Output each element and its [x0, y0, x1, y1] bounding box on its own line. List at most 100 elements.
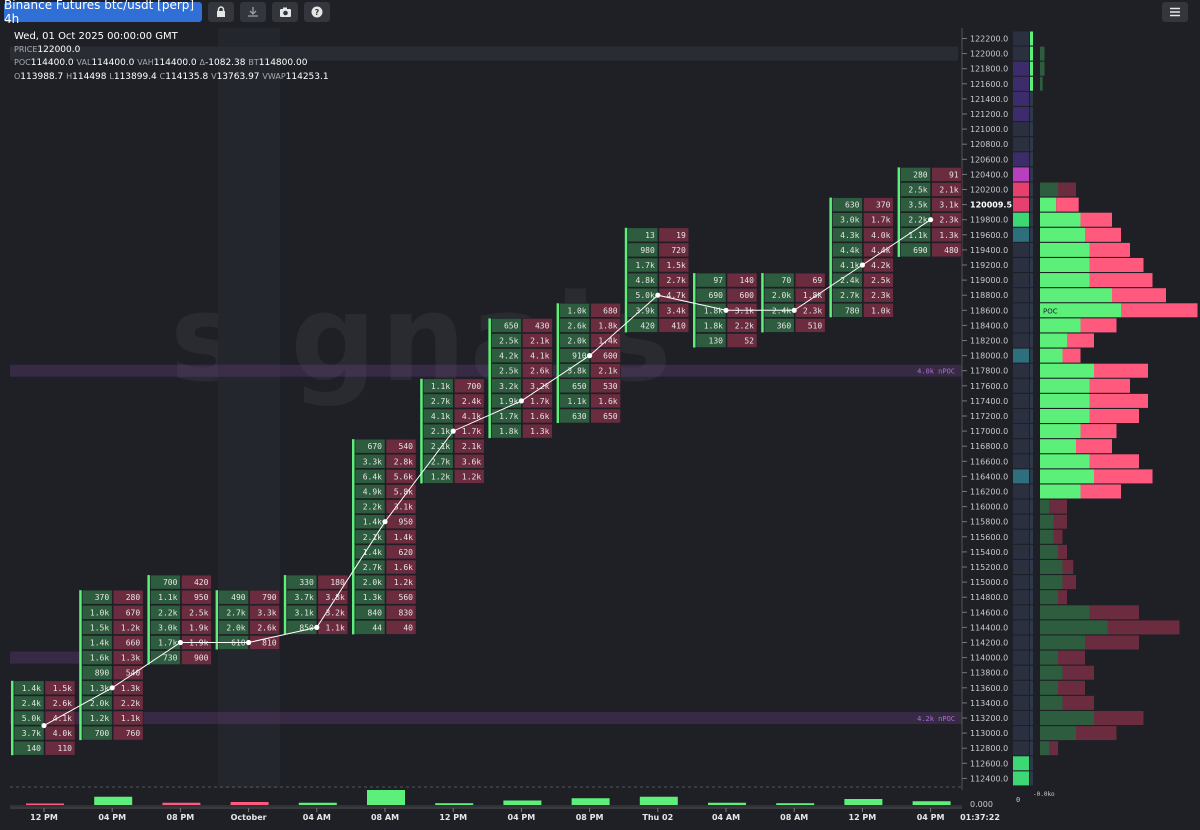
footprint-bid-value: 2.0k [90, 699, 109, 708]
footprint-bid-value: 1.7k [636, 261, 655, 270]
heat-edge-mark [1030, 635, 1033, 650]
footprint-ask-value: 2.3k [939, 216, 958, 225]
footprint-bid-cell [559, 393, 590, 409]
footprint-ask-value: 680 [603, 306, 618, 315]
price-tick-label: 114600.0 [970, 608, 1008, 617]
footprint-bid-value: 3.0k [158, 623, 177, 632]
footprint-bid-cell [900, 167, 931, 182]
clock-label: 01:37:22 [960, 813, 1000, 822]
footprint-bid-cell [13, 725, 45, 741]
footprint-ask-value: 1.2k [121, 623, 140, 632]
footprint-ask-value: 700 [467, 382, 482, 391]
footprint-bid-cell [81, 725, 113, 741]
profile-sell-bar [1053, 514, 1067, 529]
footprint-bid-cell [491, 318, 522, 333]
heat-edge-mark [1030, 544, 1033, 559]
profile-sell-bar [1112, 288, 1166, 303]
footprint-bid-cell [763, 287, 795, 303]
price-tick-label: 116400.0 [970, 472, 1008, 481]
candle-body-bar [829, 197, 832, 318]
footprint-ask-value: 2.1k [598, 367, 617, 376]
price-tick-label: 120600.0 [970, 155, 1008, 164]
price-heat-cell [1013, 409, 1029, 423]
footprint-ask-value: 510 [808, 321, 823, 330]
footprint-bid-value: 690 [709, 291, 724, 300]
profile-buy-bar [1040, 650, 1058, 665]
footprint-ask-cell [726, 318, 758, 333]
profile-sell-bar [1080, 484, 1121, 499]
heat-edge-mark [1030, 409, 1033, 423]
footprint-ask-cell [522, 408, 553, 424]
footprint-ask-value: 410 [671, 321, 686, 330]
footprint-bid-value: 2.4k [22, 699, 41, 708]
footprint-bid-value: 4.1k [840, 261, 859, 270]
footprint-ask-value: 4.0k [871, 231, 890, 240]
volume-bar [639, 796, 678, 805]
footprint-ask-value: 3.1k [394, 503, 413, 512]
price-tick-label: 115000.0 [970, 578, 1008, 587]
footprint-bid-value: 1.6k [90, 654, 109, 663]
npoc-label: 4.2k nPOC [917, 715, 955, 723]
footprint-bid-cell [422, 469, 454, 484]
symbol-title-button[interactable]: Binance Futures btc/usdt [perp] 4h [4, 0, 202, 26]
price-heat-cell [1013, 605, 1029, 620]
footprint-ask-value: 40 [403, 623, 413, 632]
footprint-bid-value: 630 [572, 412, 587, 421]
footprint-bid-value: 2.7k [431, 397, 450, 406]
price-tick-label: 119800.0 [970, 216, 1008, 225]
footprint-bid-cell [491, 363, 522, 379]
download-button[interactable] [240, 2, 266, 22]
price-tick-label: 115400.0 [970, 548, 1008, 557]
price-heat-cell [1013, 544, 1029, 559]
footprint-ask-cell [44, 695, 76, 711]
footprint-bid-cell [150, 589, 181, 605]
footprint-ask-value: 5.6k [394, 472, 413, 481]
candle-body-bar [624, 227, 628, 333]
screenshot-button[interactable] [272, 2, 298, 22]
heat-edge-mark [1030, 137, 1033, 152]
footprint-ask-cell [453, 453, 485, 469]
footprint-ask-value: 1.9k [189, 623, 208, 632]
footprint-bid-cell [13, 710, 45, 726]
heat-edge-mark [1030, 122, 1033, 137]
profile-buy-bar [1040, 726, 1076, 741]
heat-edge-mark [1030, 303, 1033, 318]
footprint-bid-cell [354, 438, 386, 454]
footprint-ask-value: 830 [399, 608, 414, 617]
footprint-bid-cell [354, 499, 386, 514]
footprint-bid-cell [354, 484, 386, 499]
menu-button[interactable] [1162, 2, 1188, 22]
profile-buy-bar [1040, 590, 1058, 605]
footprint-ask-cell [863, 287, 894, 303]
heat-edge-mark [1030, 590, 1033, 605]
volume-axis-label: 0.000 [970, 800, 993, 809]
footprint-bid-value: 97 [713, 276, 723, 285]
footprint-bid-value: 4.8k [636, 276, 655, 285]
footprint-ask-value: 430 [535, 321, 550, 330]
price-heat-cell [1013, 61, 1029, 76]
price-heat-cell [1013, 726, 1029, 741]
lock-button[interactable] [208, 2, 234, 22]
profile-sell-bar [1094, 469, 1153, 484]
footprint-bid-cell [13, 695, 45, 711]
footprint-bid-cell [150, 574, 181, 590]
footprint-ask-cell [112, 635, 144, 650]
profile-sell-bar [1089, 378, 1130, 393]
footprint-bid-value: 370 [95, 593, 110, 602]
heat-edge-mark [1030, 167, 1033, 182]
footprint-bid-cell [900, 242, 931, 258]
help-button[interactable]: ? [304, 2, 330, 22]
footprint-ask-value: 600 [740, 291, 755, 300]
profile-sell-bar [1049, 499, 1067, 514]
footprint-bid-value: 280 [913, 170, 928, 179]
footprint-bid-value: 1.4k [363, 548, 382, 557]
profile-buy-bar [1040, 227, 1085, 242]
vwap-point [450, 428, 456, 434]
price-heat-cell [1013, 514, 1029, 529]
footprint-bid-value: 140 [27, 744, 42, 753]
footprint-bid-cell [832, 227, 863, 243]
footprint-ask-cell [385, 620, 417, 635]
footprint-bid-cell [81, 620, 113, 635]
footprint-bid-cell [627, 227, 659, 243]
